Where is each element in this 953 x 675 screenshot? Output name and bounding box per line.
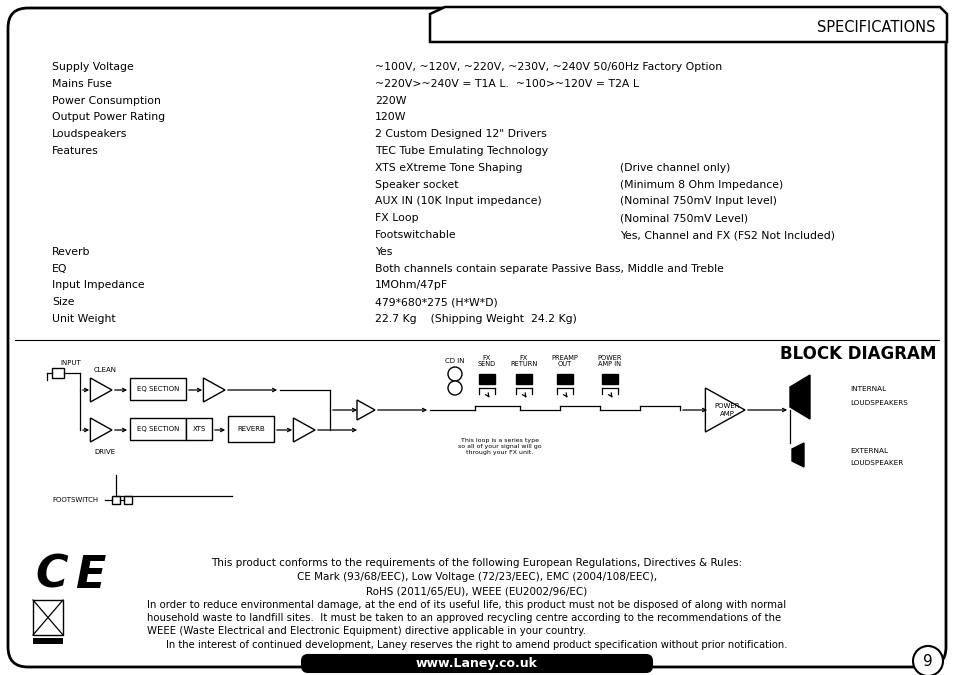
Text: Yes, Channel and FX (FS2 Not Included): Yes, Channel and FX (FS2 Not Included) bbox=[619, 230, 834, 240]
Text: E: E bbox=[75, 554, 105, 597]
Text: This product conforms to the requirements of the following European Regulations,: This product conforms to the requirement… bbox=[212, 558, 741, 568]
Circle shape bbox=[448, 367, 461, 381]
Text: EQ SECTION: EQ SECTION bbox=[136, 426, 179, 432]
Text: EQ: EQ bbox=[52, 264, 68, 273]
Text: (Nominal 750mV Level): (Nominal 750mV Level) bbox=[619, 213, 747, 223]
Text: ~100V, ~120V, ~220V, ~230V, ~240V 50/60Hz Factory Option: ~100V, ~120V, ~220V, ~230V, ~240V 50/60H… bbox=[375, 62, 721, 72]
Polygon shape bbox=[203, 378, 225, 402]
Text: TEC Tube Emulating Technology: TEC Tube Emulating Technology bbox=[375, 146, 548, 156]
Text: This loop is a series type
so all of your signal will go
through your FX unit.: This loop is a series type so all of you… bbox=[457, 438, 541, 454]
Text: POWER
AMP IN: POWER AMP IN bbox=[598, 354, 621, 367]
Text: Supply Voltage: Supply Voltage bbox=[52, 62, 133, 72]
Text: EQ SECTION: EQ SECTION bbox=[136, 386, 179, 392]
Polygon shape bbox=[704, 388, 744, 432]
Text: Reverb: Reverb bbox=[52, 247, 91, 256]
Text: (Nominal 750mV Input level): (Nominal 750mV Input level) bbox=[619, 196, 776, 207]
Bar bbox=[124, 496, 132, 504]
Text: Size: Size bbox=[52, 297, 74, 307]
Polygon shape bbox=[791, 443, 803, 467]
Text: ~220V>~240V = T1A L.  ~100>~120V = T2A L: ~220V>~240V = T1A L. ~100>~120V = T2A L bbox=[375, 79, 639, 89]
Bar bbox=[186, 418, 212, 440]
Text: Input Impedance: Input Impedance bbox=[52, 280, 145, 290]
Text: CE Mark (93/68/EEC), Low Voltage (72/23/EEC), EMC (2004/108/EEC),: CE Mark (93/68/EEC), Low Voltage (72/23/… bbox=[296, 572, 657, 582]
Text: WEEE (Waste Electrical and Electronic Equipment) directive applicable in your co: WEEE (Waste Electrical and Electronic Eq… bbox=[147, 626, 585, 636]
Text: Output Power Rating: Output Power Rating bbox=[52, 113, 165, 122]
Polygon shape bbox=[91, 418, 112, 442]
Polygon shape bbox=[789, 375, 809, 419]
Bar bbox=[112, 496, 120, 504]
Text: Power Consumption: Power Consumption bbox=[52, 96, 161, 105]
Text: RoHS (2011/65/EU), WEEE (EU2002/96/EC): RoHS (2011/65/EU), WEEE (EU2002/96/EC) bbox=[366, 586, 587, 596]
Text: Yes: Yes bbox=[375, 247, 392, 256]
PathPatch shape bbox=[430, 7, 946, 42]
Text: AUX IN (10K Input impedance): AUX IN (10K Input impedance) bbox=[375, 196, 541, 207]
Text: DRIVE: DRIVE bbox=[94, 449, 115, 455]
Text: 479*680*275 (H*W*D): 479*680*275 (H*W*D) bbox=[375, 297, 497, 307]
Bar bbox=[33, 638, 63, 644]
Text: SPECIFICATIONS: SPECIFICATIONS bbox=[817, 20, 935, 34]
Bar bbox=[557, 374, 573, 384]
Circle shape bbox=[912, 646, 942, 675]
Text: FX Loop: FX Loop bbox=[375, 213, 418, 223]
Text: FX
RETURN: FX RETURN bbox=[510, 354, 537, 367]
Text: PREAMP
OUT: PREAMP OUT bbox=[551, 354, 578, 367]
Text: FX
SEND: FX SEND bbox=[477, 354, 496, 367]
Text: Both channels contain separate Passive Bass, Middle and Treble: Both channels contain separate Passive B… bbox=[375, 264, 723, 273]
Text: 120W: 120W bbox=[375, 113, 406, 122]
Text: C: C bbox=[35, 554, 68, 597]
Bar bbox=[130, 418, 186, 440]
FancyBboxPatch shape bbox=[302, 655, 651, 672]
FancyBboxPatch shape bbox=[8, 8, 945, 667]
Text: EXTERNAL: EXTERNAL bbox=[849, 448, 887, 454]
Text: 22.7 Kg    (Shipping Weight  24.2 Kg): 22.7 Kg (Shipping Weight 24.2 Kg) bbox=[375, 314, 577, 324]
Text: Features: Features bbox=[52, 146, 99, 156]
Bar bbox=[130, 378, 186, 400]
Bar bbox=[516, 374, 532, 384]
Text: BLOCK DIAGRAM: BLOCK DIAGRAM bbox=[779, 345, 935, 363]
Text: (Drive channel only): (Drive channel only) bbox=[619, 163, 730, 173]
Text: (Minimum 8 Ohm Impedance): (Minimum 8 Ohm Impedance) bbox=[619, 180, 782, 190]
Text: FOOTSWITCH: FOOTSWITCH bbox=[52, 497, 98, 503]
Text: 220W: 220W bbox=[375, 96, 406, 105]
Text: INTERNAL: INTERNAL bbox=[849, 386, 885, 392]
Text: In order to reduce environmental damage, at the end of its useful life, this pro: In order to reduce environmental damage,… bbox=[147, 600, 785, 610]
Bar bbox=[52, 368, 64, 378]
Bar bbox=[33, 600, 63, 635]
Bar bbox=[228, 416, 274, 442]
Text: Footswitchable: Footswitchable bbox=[375, 230, 456, 240]
Text: www.Laney.co.uk: www.Laney.co.uk bbox=[416, 657, 537, 670]
Text: REVERB: REVERB bbox=[237, 426, 265, 432]
Text: Mains Fuse: Mains Fuse bbox=[52, 79, 112, 89]
Text: LOUDSPEAKER: LOUDSPEAKER bbox=[849, 460, 902, 466]
Bar bbox=[601, 374, 618, 384]
Text: LOUDSPEAKERS: LOUDSPEAKERS bbox=[849, 400, 907, 406]
Bar bbox=[478, 374, 495, 384]
Polygon shape bbox=[294, 418, 314, 442]
Text: XTS: XTS bbox=[193, 426, 206, 432]
Polygon shape bbox=[356, 400, 375, 420]
Circle shape bbox=[448, 381, 461, 395]
Polygon shape bbox=[91, 378, 112, 402]
Text: Unit Weight: Unit Weight bbox=[52, 314, 115, 324]
Text: CD IN: CD IN bbox=[445, 358, 464, 364]
Text: XTS eXtreme Tone Shaping: XTS eXtreme Tone Shaping bbox=[375, 163, 522, 173]
Text: 2 Custom Designed 12" Drivers: 2 Custom Designed 12" Drivers bbox=[375, 129, 546, 139]
Text: Loudspeakers: Loudspeakers bbox=[52, 129, 128, 139]
Text: Speaker socket: Speaker socket bbox=[375, 180, 458, 190]
Text: 1MOhm/47pF: 1MOhm/47pF bbox=[375, 280, 448, 290]
Text: 9: 9 bbox=[923, 653, 932, 668]
Text: POWER
AMP: POWER AMP bbox=[714, 404, 739, 416]
Text: In the interest of continued development, Laney reserves the right to amend prod: In the interest of continued development… bbox=[166, 640, 787, 650]
Text: household waste to landfill sites.  It must be taken to an approved recycling ce: household waste to landfill sites. It mu… bbox=[147, 613, 781, 623]
Text: CLEAN: CLEAN bbox=[93, 367, 116, 373]
Text: INPUT: INPUT bbox=[60, 360, 81, 366]
